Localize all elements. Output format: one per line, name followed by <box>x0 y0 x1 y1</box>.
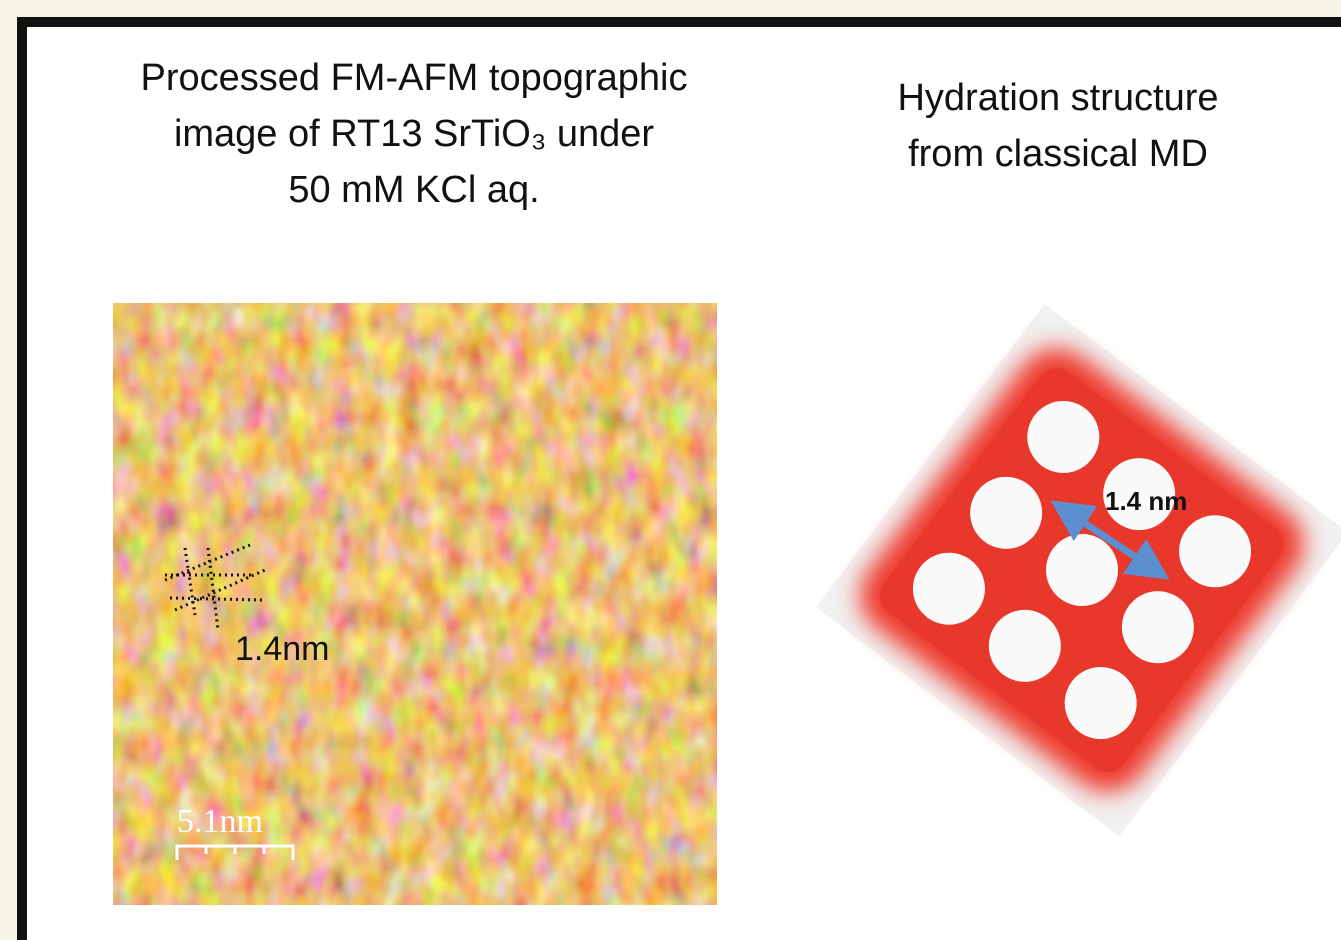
spacing-label: 1.4nm <box>235 630 330 668</box>
slide: Processed FM-AFM topographic image of RT… <box>0 0 1341 940</box>
title-line: Hydration structure <box>897 77 1218 119</box>
title-line: image of RT13 SrTiO₃ under <box>174 113 654 155</box>
afm-image: 1.4nm 5.1nm <box>113 303 717 905</box>
scale-label: 5.1nm <box>177 803 263 840</box>
title-line: Processed FM-AFM topographic <box>141 57 688 99</box>
title-line: 50 mM KCl aq. <box>288 169 539 211</box>
spacing-label: 1.4 nm <box>1105 486 1187 516</box>
page: Processed FM-AFM topographic image of RT… <box>0 0 1341 940</box>
title-line: from classical MD <box>908 133 1208 175</box>
